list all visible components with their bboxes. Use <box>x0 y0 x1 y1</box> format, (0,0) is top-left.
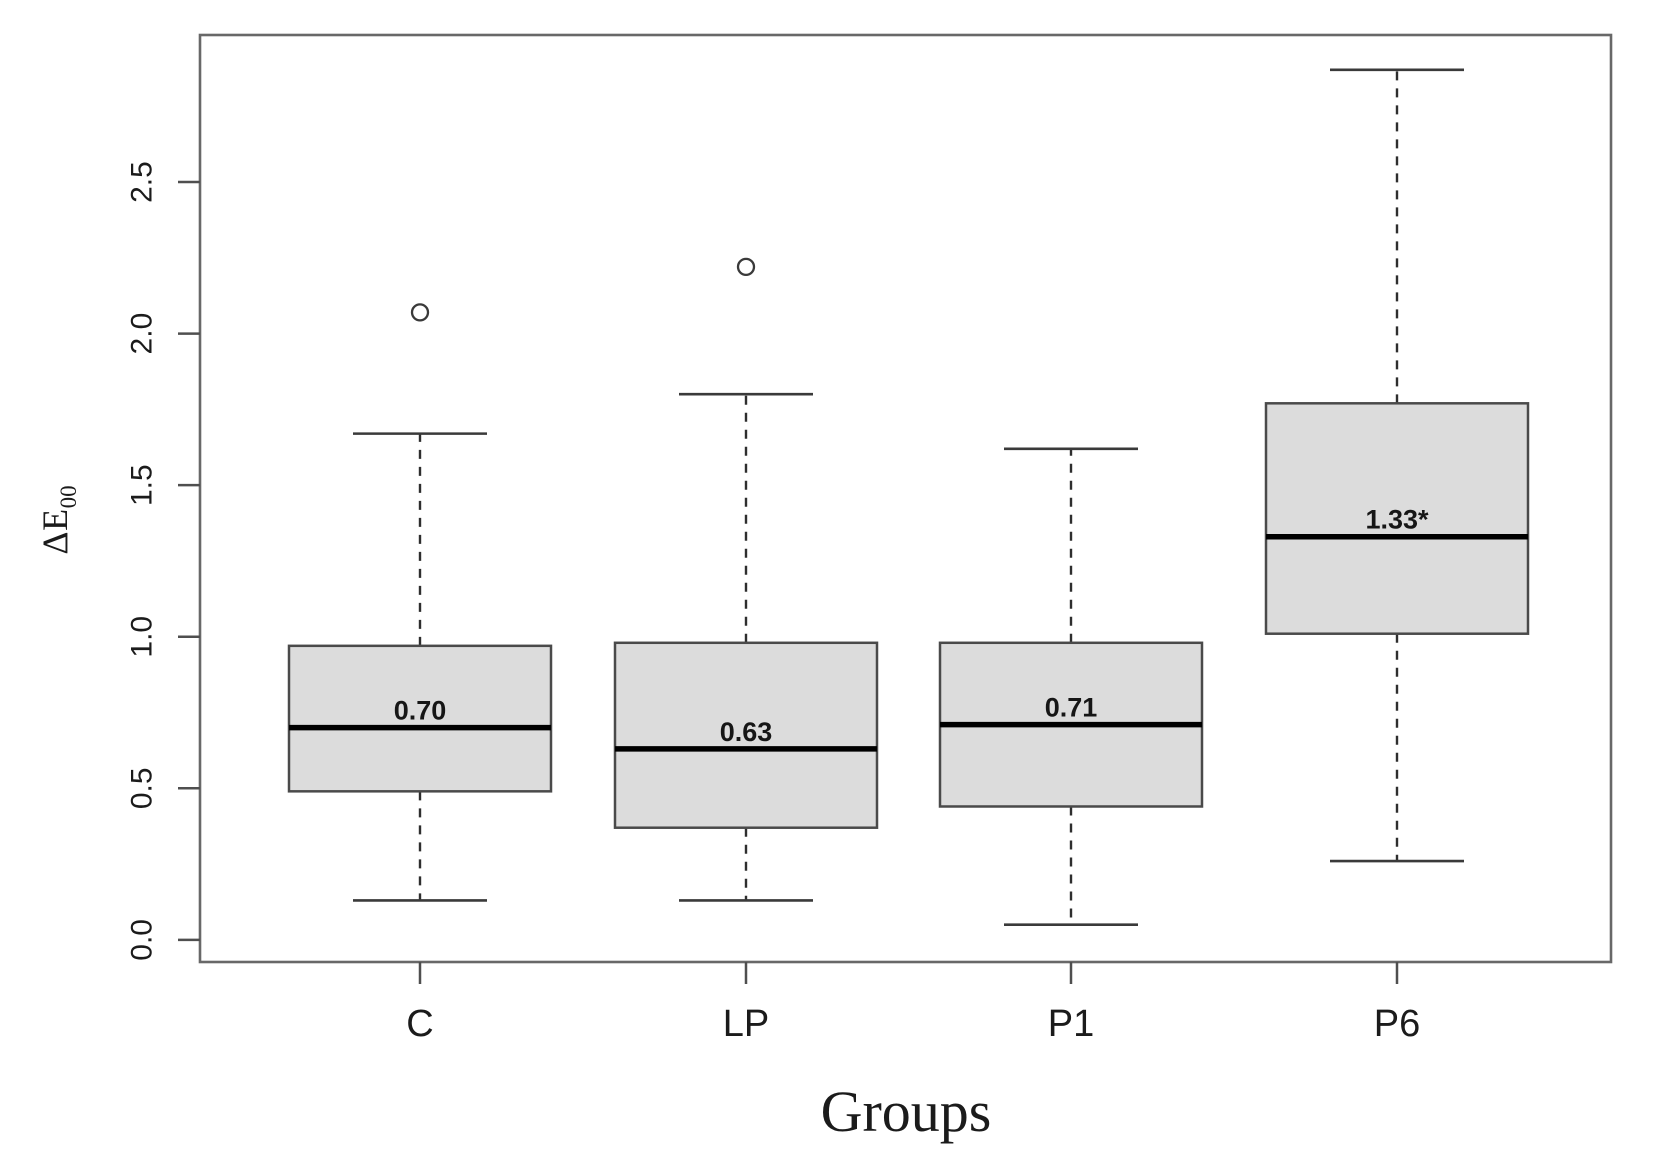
plot-frame <box>198 33 1613 964</box>
x-axis-category-label-C: C <box>406 1003 433 1045</box>
y-axis-tick-label-0.5: 0.5 <box>126 767 159 809</box>
y-axis-label-subscript: 00 <box>56 485 81 509</box>
iqr-box-C <box>287 644 553 793</box>
iqr-box-P6 <box>1264 402 1530 635</box>
outlier-point-C-0 <box>410 303 430 322</box>
iqr-box-LP <box>613 641 879 829</box>
median-value-label-LP: 0.63 <box>720 717 773 747</box>
y-axis-tick-label-1.5: 1.5 <box>126 464 159 506</box>
median-value-label-C: 0.70 <box>394 696 447 726</box>
y-axis-tick-label-0.0: 0.0 <box>126 919 159 961</box>
x-axis-category-label-P1: P1 <box>1048 1003 1094 1045</box>
outlier-point-LP-0 <box>736 257 756 277</box>
y-axis-tick-label-1.0: 1.0 <box>126 616 159 658</box>
y-axis-label: ΔE00 <box>34 485 82 554</box>
x-axis-category-label-LP: LP <box>723 1003 769 1045</box>
y-axis-tick-label-2.5: 2.5 <box>126 161 159 203</box>
median-value-label-P1: 0.71 <box>1045 693 1098 723</box>
y-axis-label-main: ΔE <box>35 508 75 555</box>
x-axis-category-label-P6: P6 <box>1374 1003 1420 1045</box>
median-value-label-P6: 1.33* <box>1365 505 1429 535</box>
x-axis-title: Groups <box>820 1079 992 1144</box>
y-axis-tick-label-2.0: 2.0 <box>126 313 159 355</box>
